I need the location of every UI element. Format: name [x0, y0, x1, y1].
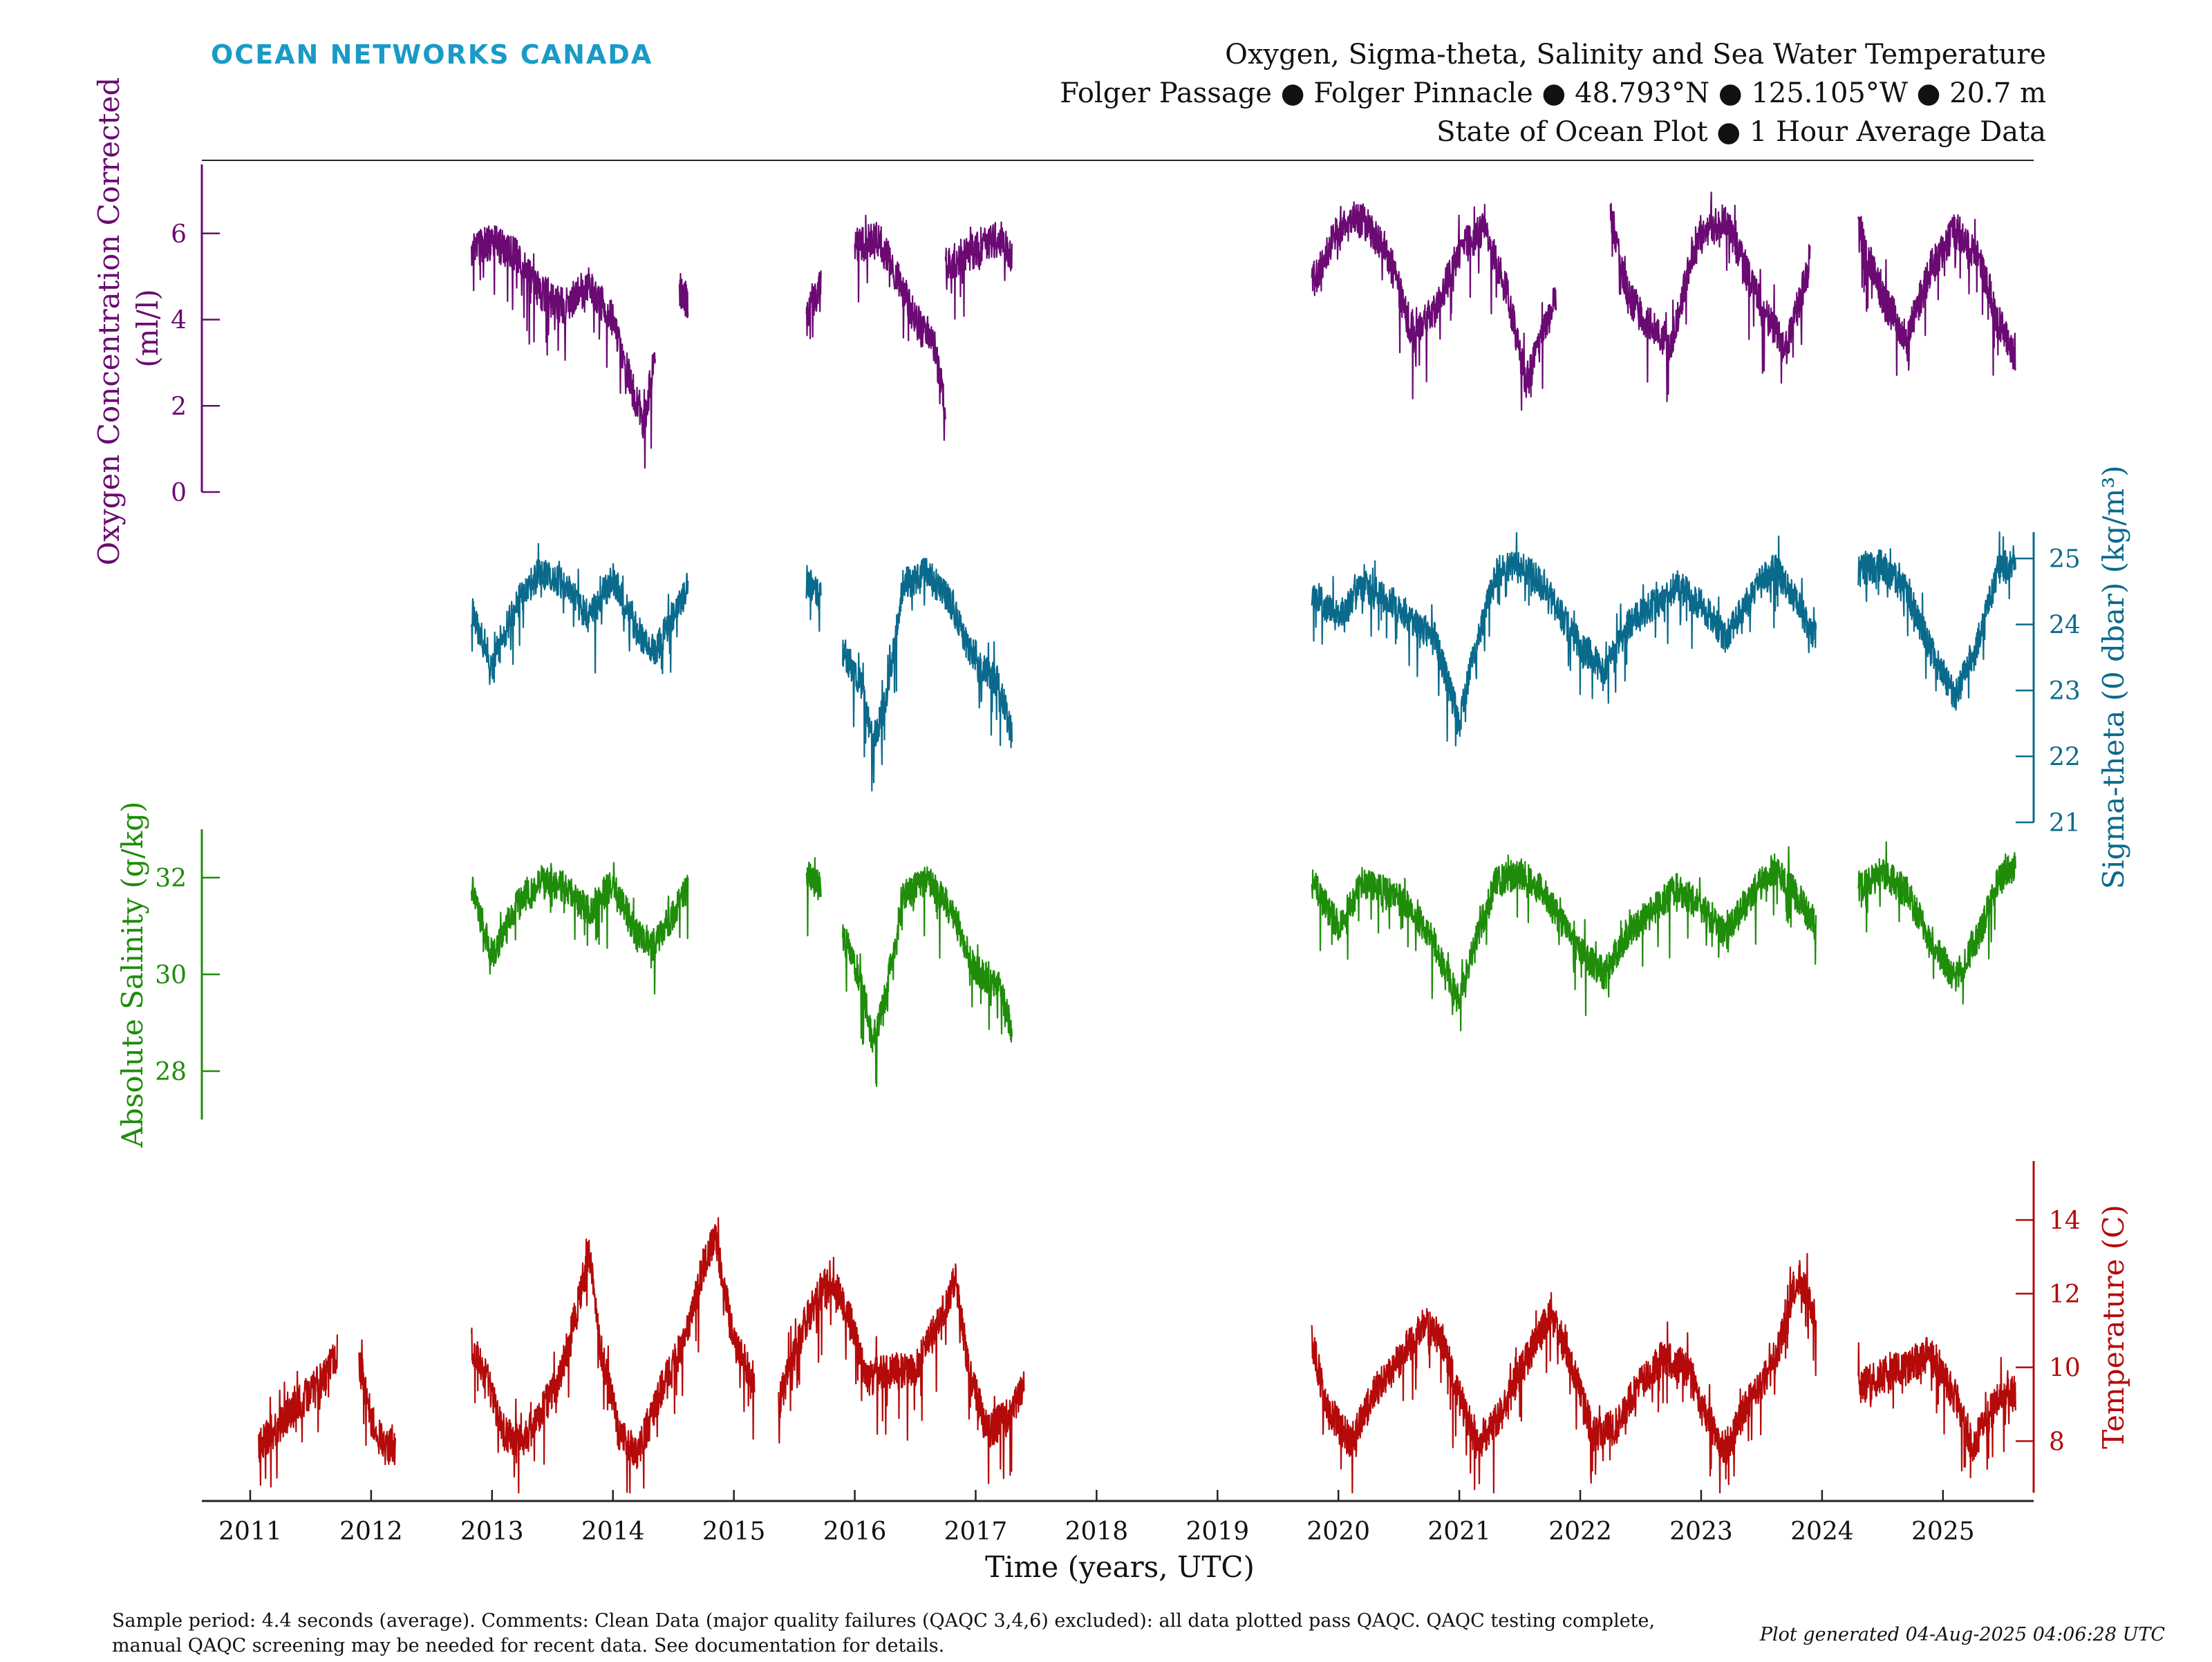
- oxygen-concentration-corrected-series-segment-4: [854, 214, 946, 441]
- temperature-axis-label: Temperature (C): [2097, 1205, 2130, 1448]
- x-tick-label-2016: 2016: [823, 1518, 887, 1546]
- oxygen-concentration-corrected-axis-label-line1: Oxygen Concentration Corrected: [92, 77, 126, 565]
- temperature-tick-label-14: 14: [2049, 1207, 2081, 1235]
- x-tick-label-2013: 2013: [460, 1518, 524, 1546]
- sigma-theta-0-dbar-tick-label-25: 25: [2049, 545, 2081, 574]
- sigma-theta-0-dbar-tick-label-24: 24: [2049, 612, 2081, 640]
- absolute-salinity-tick-label-32: 32: [155, 865, 187, 893]
- oxygen-concentration-corrected-tick-label-4: 4: [171, 307, 187, 335]
- brand-logo-text: OCEAN NETWORKS CANADA: [211, 39, 653, 70]
- x-tick-label-2014: 2014: [581, 1518, 645, 1546]
- x-tick-label-2020: 2020: [1306, 1518, 1370, 1546]
- plot-area: 2011 2012 2013 2014 2015 2016 2017 2018 2019 2020…: [92, 77, 2130, 1546]
- x-tick-label-2022: 2022: [1548, 1518, 1612, 1546]
- absolute-salinity-series-segment-5: [1857, 841, 2016, 1005]
- oxygen-concentration-corrected-series-segment-3: [805, 270, 822, 339]
- x-tick-label-2024: 2024: [1790, 1518, 1854, 1546]
- temperature-series-segment-6: [1857, 1337, 2016, 1479]
- chart-subtitle-location: Folger Passage ● Folger Pinnacle ● 48.79…: [1060, 77, 2046, 109]
- x-tick-label-2015: 2015: [702, 1518, 766, 1546]
- absolute-salinity-series-segment-4: [1311, 846, 1817, 1032]
- oxygen-concentration-corrected-series-segment-2: [678, 272, 689, 319]
- sigma-theta-0-dbar-axis-label: Sigma-theta (0 dbar) (kg/m³): [2097, 465, 2130, 889]
- oxygen-concentration-corrected-tick-label-0: 0: [171, 479, 187, 507]
- footer-comment-line2: manual QAQC screening may be needed for …: [112, 1635, 944, 1656]
- absolute-salinity-tick-label-30: 30: [155, 961, 187, 990]
- absolute-salinity-axis-label: Absolute Salinity (g/kg): [115, 802, 149, 1149]
- absolute-salinity-series-segment-1: [471, 862, 689, 995]
- sigma-theta-0-dbar-series-segment-5: [1857, 531, 2016, 711]
- plot-generated-timestamp: Plot generated 04-Aug-2025 04:06:28 UTC: [1759, 1624, 2165, 1645]
- oxygen-concentration-corrected-series-segment-5: [944, 221, 1013, 320]
- temperature-tick-label-10: 10: [2049, 1354, 2081, 1383]
- temperature-series-segment-4: [778, 1256, 1025, 1484]
- x-tick-label-2011: 2011: [218, 1518, 282, 1546]
- chart-title: Oxygen, Sigma-theta, Salinity and Sea Wa…: [1225, 39, 2046, 70]
- x-tick-label-2012: 2012: [339, 1518, 403, 1546]
- sigma-theta-0-dbar-series-segment-4: [1311, 532, 1817, 747]
- temperature-series-segment-5: [1311, 1253, 1817, 1494]
- sigma-theta-0-dbar-tick-label-23: 23: [2049, 677, 2081, 706]
- x-tick-label-2017: 2017: [944, 1518, 1008, 1546]
- absolute-salinity-series-segment-2: [805, 857, 822, 936]
- temperature-series-segment-3: [471, 1217, 756, 1494]
- temperature-series-segment-2: [358, 1339, 396, 1466]
- chart-subtitle-data-type: State of Ocean Plot ● 1 Hour Average Dat…: [1436, 116, 2046, 148]
- sigma-theta-0-dbar-series-segment-2: [805, 565, 822, 632]
- absolute-salinity-series-segment-3: [842, 866, 1013, 1087]
- temperature-tick-label-12: 12: [2049, 1281, 2081, 1309]
- sigma-theta-0-dbar-tick-label-21: 21: [2049, 809, 2081, 838]
- oxygen-concentration-corrected-series-segment-6: [1311, 201, 1557, 411]
- oxygen-concentration-corrected-series-segment-7: [1609, 191, 1811, 402]
- temperature-tick-label-8: 8: [2049, 1428, 2065, 1456]
- sigma-theta-0-dbar-tick-label-22: 22: [2049, 744, 2081, 772]
- sigma-theta-0-dbar-series-segment-1: [471, 542, 689, 686]
- oxygen-concentration-corrected-series-segment-8: [1857, 214, 2016, 376]
- oxygen-concentration-corrected-axis-label-line2: (ml/l): [131, 289, 165, 368]
- x-axis-label: Time (years, UTC): [985, 1550, 1255, 1584]
- x-tick-label-2023: 2023: [1669, 1518, 1733, 1546]
- x-tick-label-2021: 2021: [1427, 1518, 1491, 1546]
- x-tick-label-2025: 2025: [1911, 1518, 1975, 1546]
- oxygen-concentration-corrected-series-segment-1: [471, 225, 656, 469]
- footer-comment-line1: Sample period: 4.4 seconds (average). Co…: [112, 1610, 1655, 1632]
- oxygen-concentration-corrected-tick-label-2: 2: [171, 393, 187, 421]
- oxygen-concentration-corrected-tick-label-6: 6: [171, 220, 187, 249]
- temperature-series-segment-1: [258, 1334, 338, 1488]
- absolute-salinity-tick-label-28: 28: [155, 1058, 187, 1086]
- x-tick-label-2019: 2019: [1185, 1518, 1249, 1546]
- x-tick-label-2018: 2018: [1065, 1518, 1129, 1546]
- sigma-theta-0-dbar-series-segment-3: [842, 558, 1013, 792]
